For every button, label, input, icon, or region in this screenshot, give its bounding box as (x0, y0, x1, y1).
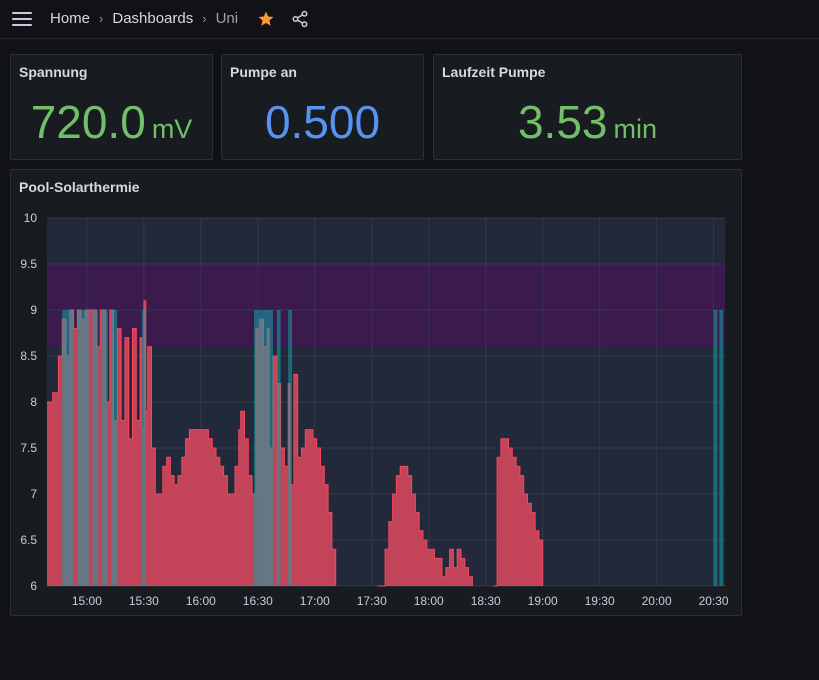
panel-title: Pool-Solarthermie (19, 179, 140, 195)
x-tick-label: 19:00 (528, 594, 558, 608)
y-tick-label: 9 (30, 303, 37, 317)
breadcrumb: Home › Dashboards › Uni (50, 0, 238, 37)
temperature-line (493, 438, 544, 587)
panel-title: Laufzeit Pumpe (442, 64, 546, 80)
pump-on-bar (288, 310, 292, 586)
chevron-right-icon: › (202, 11, 207, 26)
pump-on-bar (102, 310, 108, 586)
stat-number: 0.500 (264, 96, 381, 148)
pump-on-bar (713, 310, 718, 586)
x-tick-label: 18:00 (414, 594, 444, 608)
x-tick-label: 19:30 (585, 594, 615, 608)
stat-panel-spannung: Spannung 720.0 mV (10, 54, 213, 160)
pump-on-bar (62, 310, 74, 586)
x-tick-label: 16:30 (243, 594, 273, 608)
y-tick-label: 7 (30, 487, 37, 501)
pump-on-bar (719, 310, 724, 586)
top-navbar: Home › Dashboards › Uni (0, 0, 819, 39)
pump-on-bar (276, 310, 281, 586)
pump-on-bar (77, 310, 89, 586)
pump-on-bar (259, 310, 273, 586)
x-tick-label: 17:30 (357, 594, 387, 608)
x-tick-label: 16:00 (186, 594, 216, 608)
breadcrumb-current: Uni (215, 10, 239, 27)
pool-solarthermie-chart[interactable]: 10 9.5 9 8.5 8 7.5 7 6.5 6 15:00 15:30 16:00 16:30 17… (11, 170, 741, 615)
pump-on-bar (92, 310, 99, 586)
stat-value: 720.0 mV (11, 95, 212, 149)
star-icon[interactable] (257, 10, 275, 28)
timeseries-panel-pool-solarthermie: Pool-Solarthermie 10 9.5 9 8.5 8 7.5 7 6.5 6 15:0… (10, 169, 742, 616)
stat-unit: min (613, 114, 658, 144)
y-tick-label: 10 (24, 211, 38, 225)
threshold-band (47, 264, 725, 347)
stat-panel-laufzeit-pumpe: Laufzeit Pumpe 3.53 min (433, 54, 742, 160)
pump-on-bar (141, 310, 146, 586)
stat-value: 3.53 min (434, 95, 741, 149)
y-tick-label: 6.5 (20, 533, 37, 547)
pump-on-bar (254, 310, 260, 586)
hamburger-menu-icon[interactable] (12, 11, 32, 27)
stat-number: 720.0 (30, 96, 146, 148)
stat-panel-pumpe-an: Pumpe an 0.500 (221, 54, 424, 160)
temperature-area (493, 438, 543, 586)
panel-title: Spannung (19, 64, 88, 80)
temperature-area (377, 466, 473, 586)
panel-title: Pumpe an (230, 64, 297, 80)
y-tick-label: 9.5 (20, 257, 37, 271)
y-tick-label: 8 (30, 395, 37, 409)
chevron-right-icon: › (99, 11, 104, 26)
breadcrumb-dashboards[interactable]: Dashboards (112, 10, 194, 27)
temperature-line (377, 465, 473, 587)
x-tick-label: 18:30 (471, 594, 501, 608)
share-icon[interactable] (291, 10, 309, 28)
stat-value: 0.500 (222, 95, 423, 149)
x-tick-label: 20:00 (642, 594, 672, 608)
y-tick-label: 8.5 (20, 349, 37, 363)
x-tick-label: 15:00 (72, 594, 102, 608)
breadcrumb-home[interactable]: Home (50, 10, 91, 27)
y-tick-label: 6 (30, 579, 37, 593)
x-tick-label: 20:30 (699, 594, 729, 608)
x-tick-label: 17:00 (300, 594, 330, 608)
stat-unit: mV (151, 114, 193, 144)
y-tick-label: 7.5 (20, 441, 37, 455)
x-tick-label: 15:30 (129, 594, 159, 608)
pump-on-bar (111, 310, 118, 586)
stat-number: 3.53 (517, 96, 608, 148)
